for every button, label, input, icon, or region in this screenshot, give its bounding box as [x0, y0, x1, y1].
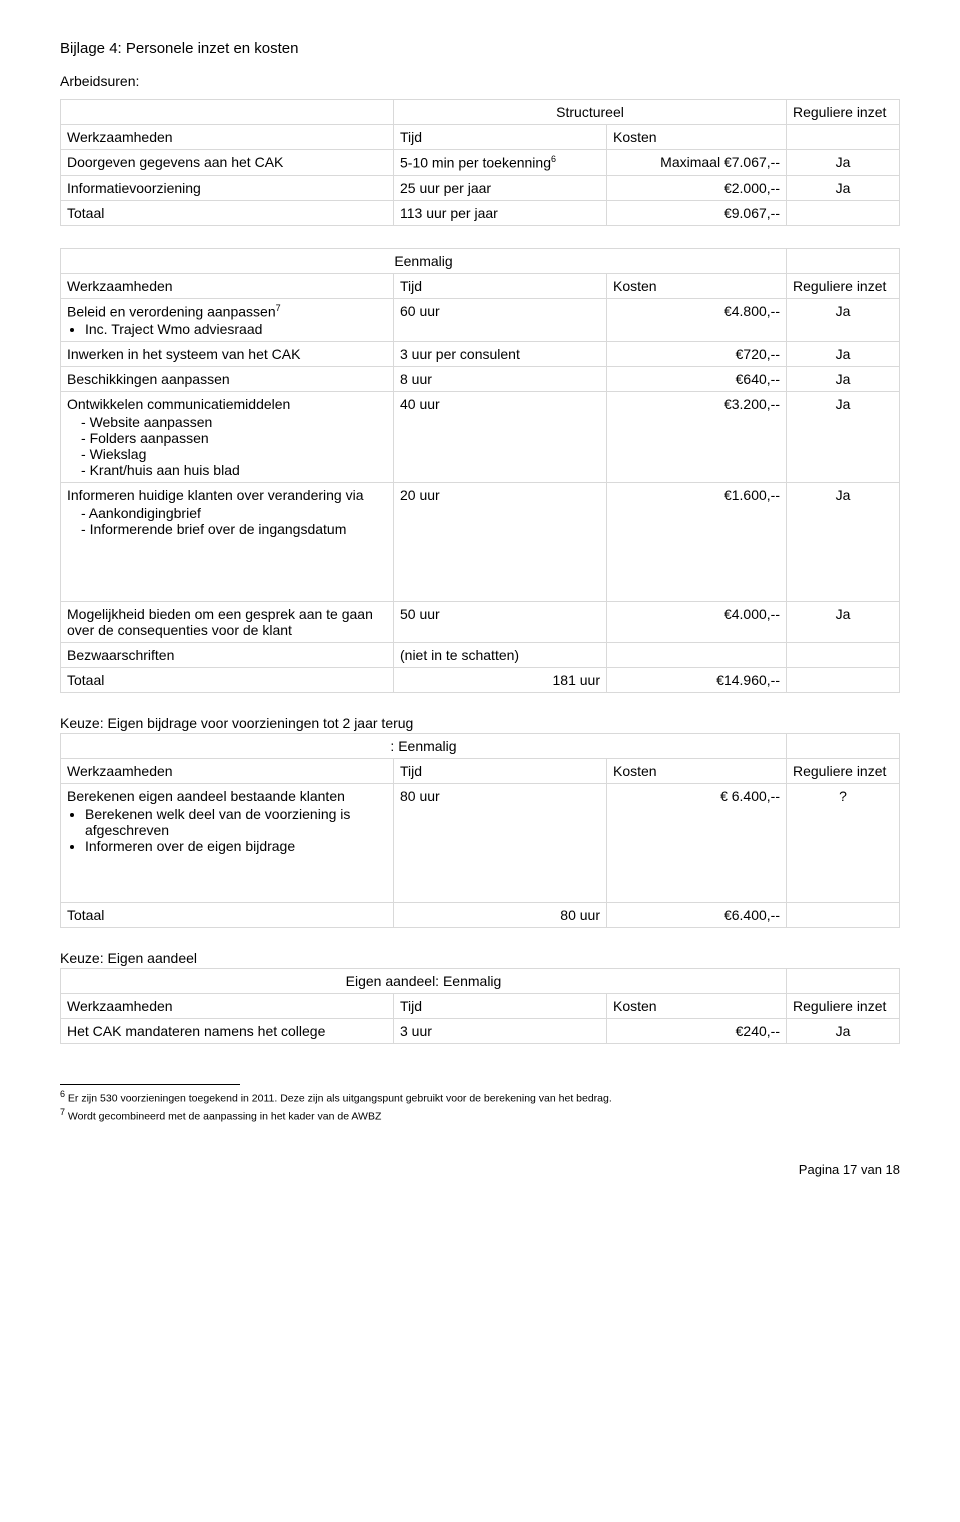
table-row: Beschikkingen aanpassen 8 uur €640,-- Ja: [61, 367, 900, 392]
col-kosten: Kosten: [607, 125, 787, 150]
cell-werk: Doorgeven gegevens aan het CAK: [61, 150, 394, 176]
table-row-total: Totaal 113 uur per jaar €9.067,--: [61, 200, 900, 225]
table-row-total: Totaal 80 uur €6.400,--: [61, 903, 900, 928]
table-row: Mogelijkheid bieden om een gesprek aan t…: [61, 602, 900, 643]
table-row: Ontwikkelen communicatiemiddelen Website…: [61, 392, 900, 483]
table-keuze-bijdrage: : Eenmalig Werkzaamheden Tijd Kosten Reg…: [60, 733, 900, 928]
table-row: Doorgeven gegevens aan het CAK 5-10 min …: [61, 150, 900, 176]
table-row: Berekenen eigen aandeel bestaande klante…: [61, 784, 900, 903]
footnote-rule: [60, 1084, 240, 1085]
col-structureel: Structureel: [394, 100, 787, 125]
table-row: Informeren huidige klanten over verander…: [61, 483, 900, 602]
footnote-7: 7 Wordt gecombineerd met de aanpassing i…: [60, 1107, 900, 1123]
table-structureel: Structureel Reguliere inzet Werkzaamhede…: [60, 99, 900, 226]
col-tijd: Tijd: [394, 125, 607, 150]
page-number: Pagina 17 van 18: [60, 1162, 900, 1177]
section-b-heading: Keuze: Eigen aandeel: [60, 950, 900, 966]
table-eigen-aandeel: Eigen aandeel: Eenmalig Werkzaamheden Ti…: [60, 968, 900, 1044]
table-row: Het CAK mandateren namens het college 3 …: [61, 1019, 900, 1044]
subheading: Eigen aandeel: Eenmalig: [61, 969, 787, 994]
table-row: Inwerken in het systeem van het CAK 3 uu…: [61, 342, 900, 367]
appendix-title: Bijlage 4: Personele inzet en kosten: [60, 40, 900, 57]
table-eenmalig: Eenmalig Werkzaamheden Tijd Kosten Regul…: [60, 248, 900, 694]
arbeidsuren-label: Arbeidsuren:: [60, 73, 900, 89]
table-row: Informatievoorziening 25 uur per jaar €2…: [61, 175, 900, 200]
col-eenmalig: Eenmalig: [61, 248, 787, 273]
cell-tijd: 5-10 min per toekenning6: [394, 150, 607, 176]
section-a-heading: Keuze: Eigen bijdrage voor voorzieningen…: [60, 715, 900, 731]
subheading: : Eenmalig: [61, 734, 787, 759]
table-row-total: Totaal 181 uur €14.960,--: [61, 668, 900, 693]
cell-inzet: Ja: [787, 150, 900, 176]
footnote-6: 6 Er zijn 530 voorzieningen toegekend in…: [60, 1089, 900, 1105]
col-werk: Werkzaamheden: [61, 125, 394, 150]
table-row: Bezwaarschriften (niet in te schatten): [61, 643, 900, 668]
table-row: Beleid en verordening aanpassen7 Inc. Tr…: [61, 298, 900, 342]
cell-kosten: Maximaal €7.067,--: [607, 150, 787, 176]
col-reguliere: Reguliere inzet: [787, 100, 900, 125]
